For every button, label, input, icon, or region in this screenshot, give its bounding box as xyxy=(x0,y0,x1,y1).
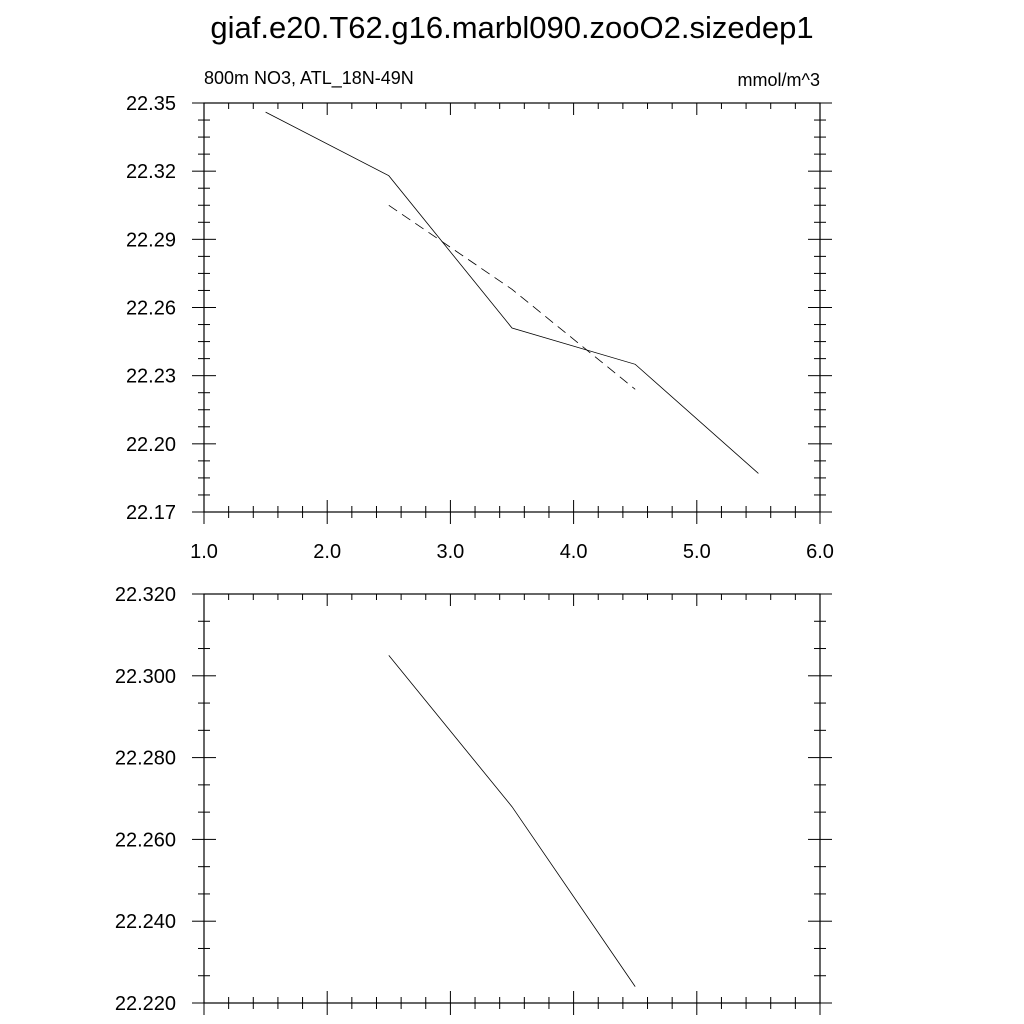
top-panel-left-label: 800m NO3, ATL_18N-49N xyxy=(204,68,414,89)
solid-series-line xyxy=(388,655,636,987)
y-tick-label: 22.32 xyxy=(126,161,176,183)
x-tick-label: 6.0 xyxy=(806,541,834,563)
x-tick-label: 4.0 xyxy=(560,541,588,563)
y-tick-label: 22.35 xyxy=(126,93,176,115)
y-tick-label: 22.23 xyxy=(126,366,176,388)
y-tick-label: 22.220 xyxy=(115,993,176,1015)
y-tick-label: 22.20 xyxy=(126,434,176,456)
dashed-series-line xyxy=(388,204,636,390)
top-panel: 800m NO3, ATL_18N-49N mmol/m^3 1.0 2.0 3.0… xyxy=(126,68,834,563)
x-tick-label: 1.0 xyxy=(190,541,218,563)
y-tick-label: 22.320 xyxy=(115,584,176,606)
chart-title: giaf.e20.T62.g16.marbl090.zooO2.sizedep1 xyxy=(210,10,813,45)
y-tick-label: 22.260 xyxy=(115,829,176,851)
y-tick-label: 22.240 xyxy=(115,911,176,933)
solid-series-line xyxy=(265,111,759,474)
y-tick-label: 22.29 xyxy=(126,229,176,251)
bottom-panel: 22.220 22.240 22.260 22.280 22.300 22.320 xyxy=(115,584,832,1015)
x-tick-label: 3.0 xyxy=(436,541,464,563)
x-tick-label: 2.0 xyxy=(313,541,341,563)
plot-frame xyxy=(203,102,821,513)
plot-frame xyxy=(203,593,821,1004)
y-tick-label: 22.300 xyxy=(115,666,176,688)
y-tick-label: 22.280 xyxy=(115,748,176,770)
y-tick-label: 22.17 xyxy=(126,502,176,524)
top-panel-right-label: mmol/m^3 xyxy=(738,70,820,90)
y-tick-label: 22.26 xyxy=(126,298,176,320)
x-tick-label: 5.0 xyxy=(683,541,711,563)
